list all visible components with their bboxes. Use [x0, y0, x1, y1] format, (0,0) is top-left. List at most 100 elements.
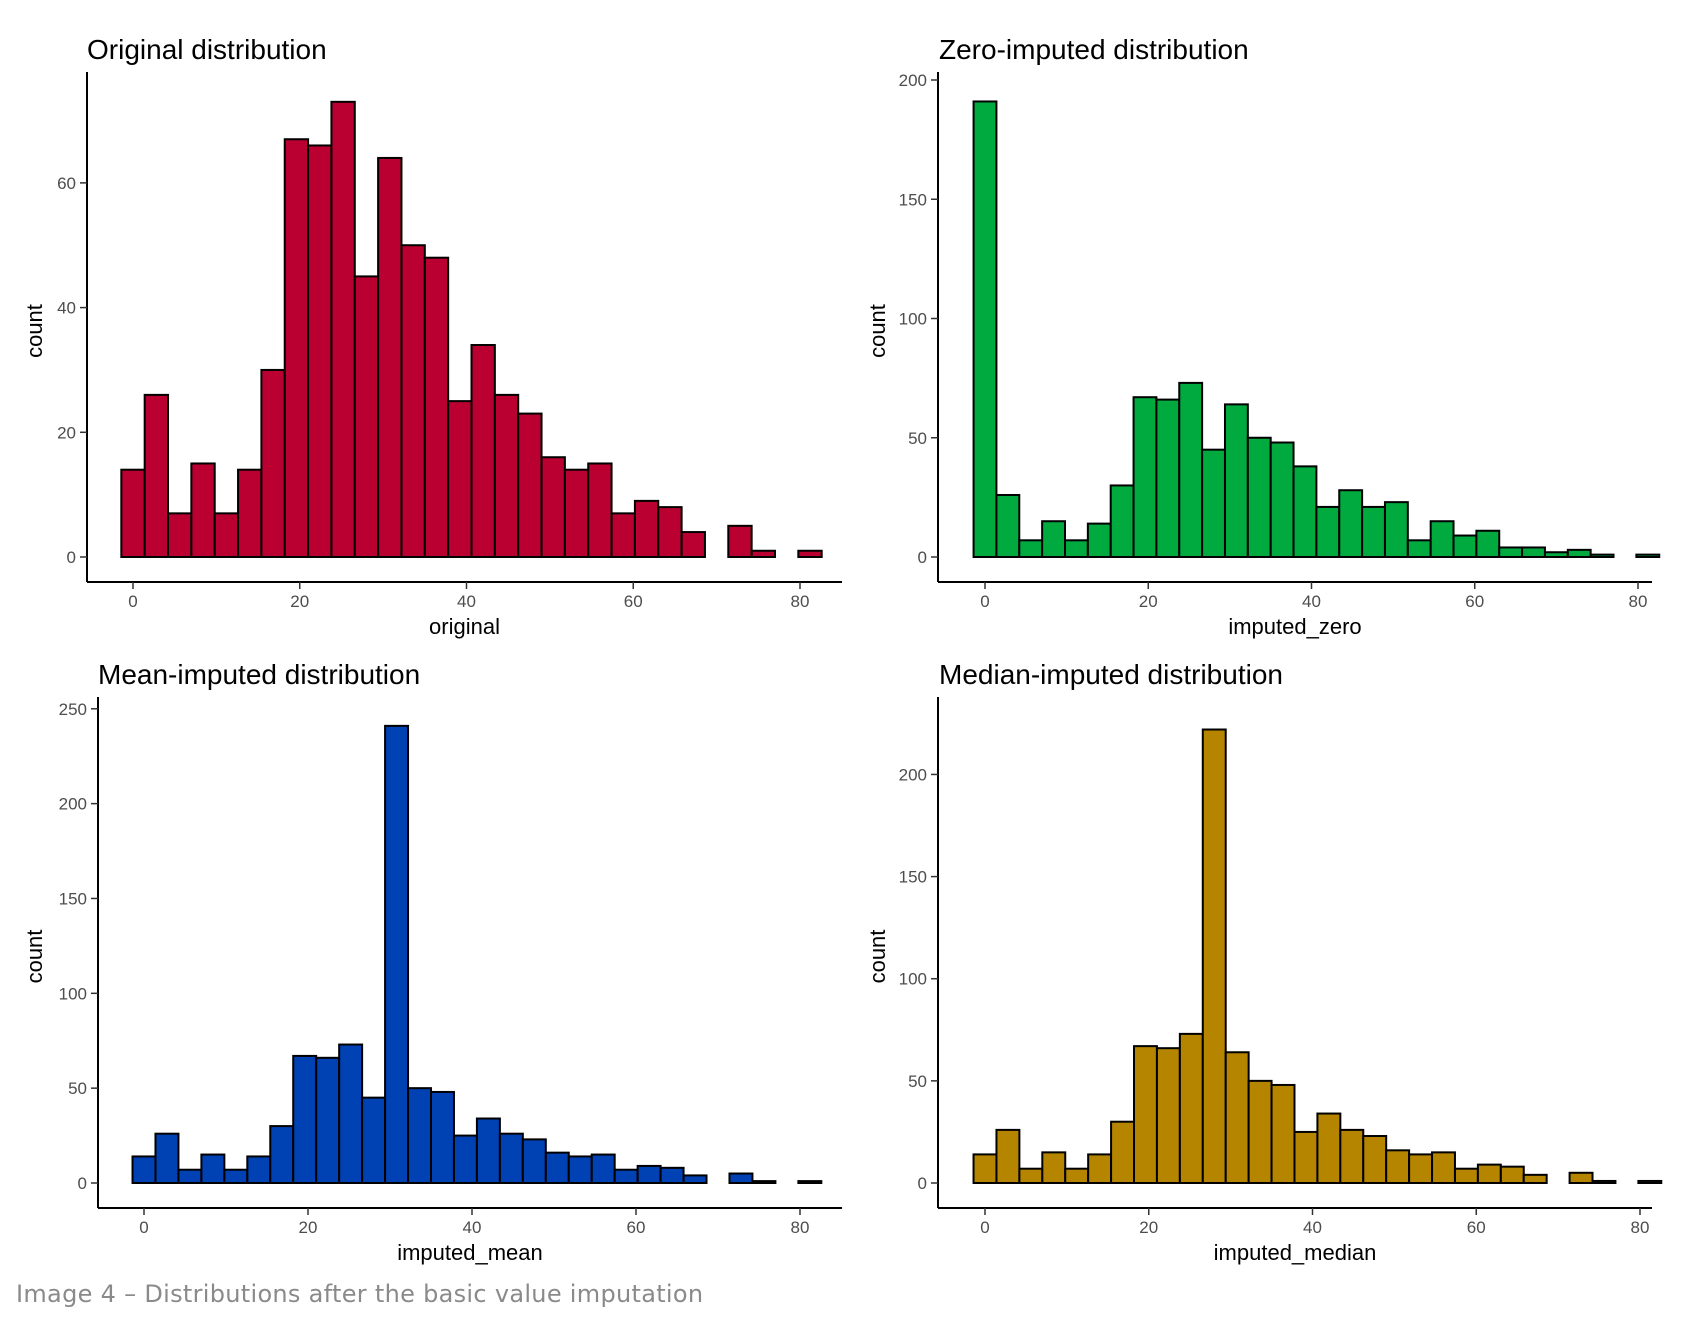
- histogram-bar-3-24: [1522, 1173, 1548, 1185]
- histogram-bar-1-7: [1132, 396, 1158, 558]
- histogram-bar-1-5: [1086, 522, 1112, 558]
- histogram-bar-0-19: [563, 468, 590, 558]
- y-tick-label-1-3: 150: [899, 190, 927, 209]
- y-tick-label-3-1: 50: [908, 1072, 927, 1091]
- x-tick-label-1-4: 80: [1629, 592, 1648, 611]
- y-tick-label-2-5: 250: [59, 700, 87, 719]
- histogram-bar-1-12: [1246, 436, 1272, 558]
- histogram-bar-0-4: [213, 512, 240, 559]
- histogram-bar-2-18: [544, 1151, 570, 1184]
- histogram-bar-0-24: [680, 531, 706, 559]
- histogram-bar-2-1: [154, 1132, 180, 1184]
- histogram-bar-1-29: [1635, 553, 1661, 558]
- histogram-bar-0-1: [143, 393, 170, 558]
- histogram-bar-3-9: [1178, 1032, 1204, 1185]
- histogram-bar-3-8: [1155, 1047, 1181, 1184]
- histogram-bar-3-19: [1408, 1153, 1434, 1185]
- x-axis-label-2: imputed_mean: [397, 1240, 543, 1265]
- histogram-bar-0-18: [540, 456, 566, 558]
- histogram-bar-0-5: [237, 468, 263, 558]
- histogram-bar-2-11: [384, 724, 410, 1184]
- histogram-bar-0-21: [610, 512, 636, 559]
- y-tick-label-0-2: 40: [57, 299, 76, 318]
- x-tick-label-0-4: 80: [791, 592, 810, 611]
- histogram-bar-1-8: [1155, 398, 1181, 558]
- x-tick-label-0-1: 20: [290, 592, 309, 611]
- y-tick-label-2-0: 0: [78, 1174, 87, 1193]
- histogram-bar-0-14: [447, 400, 473, 558]
- histogram-bar-1-9: [1178, 381, 1204, 558]
- histogram-bar-2-7: [292, 1054, 318, 1185]
- histogram-bar-1-15: [1315, 505, 1341, 559]
- histogram-bar-0-11: [377, 156, 403, 559]
- x-tick-label-2-2: 40: [463, 1218, 482, 1237]
- histogram-bar-2-9: [338, 1043, 364, 1184]
- histogram-bar-1-6: [1109, 484, 1135, 559]
- chart-title-0: Original distribution: [87, 34, 327, 65]
- y-tick-label-2-1: 50: [68, 1079, 87, 1098]
- histogram-bar-1-19: [1406, 539, 1432, 558]
- histogram-bar-1-18: [1383, 501, 1409, 558]
- x-tick-label-1-0: 0: [980, 592, 989, 611]
- histogram-bar-3-29: [1637, 1179, 1663, 1185]
- histogram-bar-1-2: [1018, 539, 1044, 558]
- histogram-bar-0-12: [400, 244, 426, 558]
- x-tick-label-0-0: 0: [128, 592, 137, 611]
- y-tick-label-3-4: 200: [899, 765, 927, 784]
- x-axis-label-1: imputed_zero: [1228, 614, 1361, 639]
- histogram-bar-0-27: [750, 549, 776, 559]
- histogram-bar-0-20: [587, 462, 613, 558]
- histogram-bar-3-10: [1201, 728, 1227, 1184]
- histogram-bar-2-26: [728, 1172, 754, 1184]
- y-tick-label-1-1: 50: [908, 429, 927, 448]
- histogram-bar-3-17: [1362, 1135, 1388, 1184]
- y-axis-label-3: count: [865, 930, 890, 984]
- y-tick-label-2-2: 100: [59, 984, 87, 1003]
- histogram-bar-3-23: [1499, 1165, 1525, 1184]
- histogram-bar-2-24: [682, 1174, 708, 1185]
- histogram-bar-0-13: [423, 256, 450, 558]
- histogram-bar-1-11: [1223, 403, 1249, 558]
- histogram-bar-3-1: [995, 1128, 1021, 1185]
- histogram-bar-2-23: [659, 1166, 685, 1185]
- histogram-bar-1-1: [995, 493, 1021, 558]
- histogram-bar-3-15: [1316, 1112, 1342, 1184]
- histogram-bar-0-6: [260, 368, 286, 558]
- histogram-bar-3-12: [1247, 1079, 1273, 1185]
- histogram-bar-2-10: [361, 1096, 387, 1184]
- histogram-bar-1-25: [1543, 551, 1569, 558]
- y-tick-label-3-0: 0: [918, 1174, 927, 1193]
- histogram-bar-3-22: [1476, 1163, 1502, 1184]
- x-tick-label-3-2: 40: [1303, 1218, 1322, 1237]
- histogram-bar-0-7: [283, 138, 310, 558]
- histogram-bar-2-5: [246, 1155, 272, 1185]
- histogram-bar-2-3: [200, 1153, 226, 1184]
- histogram-bar-1-27: [1589, 553, 1615, 558]
- histogram-bar-0-22: [633, 499, 660, 558]
- histogram-bar-1-17: [1361, 505, 1386, 559]
- histogram-bar-3-27: [1591, 1179, 1617, 1185]
- x-tick-label-2-4: 80: [791, 1218, 810, 1237]
- figure-caption: Image 4 – Distributions after the basic …: [16, 1280, 704, 1308]
- histogram-bar-0-0: [120, 468, 146, 558]
- histogram-bar-3-7: [1133, 1045, 1158, 1184]
- y-tick-label-2-3: 150: [59, 889, 87, 908]
- y-tick-label-1-4: 200: [899, 71, 927, 90]
- y-tick-label-0-0: 0: [67, 548, 76, 567]
- histogram-bar-3-20: [1431, 1151, 1456, 1185]
- x-tick-label-3-1: 20: [1139, 1218, 1158, 1237]
- histogram-bar-3-21: [1453, 1167, 1479, 1184]
- histogram-bar-3-5: [1087, 1153, 1113, 1185]
- chart-title-2: Mean-imputed distribution: [98, 659, 420, 690]
- histogram-bar-1-16: [1338, 489, 1364, 558]
- histogram-bar-2-17: [521, 1138, 547, 1185]
- histogram-bar-3-0: [972, 1153, 998, 1185]
- y-axis-label-1: count: [865, 304, 890, 358]
- y-tick-label-0-3: 60: [57, 174, 76, 193]
- x-tick-label-2-1: 20: [299, 1218, 318, 1237]
- histogram-bar-3-26: [1568, 1171, 1594, 1185]
- histogram-bar-3-13: [1270, 1083, 1296, 1185]
- y-axis-label-2: count: [22, 930, 47, 984]
- y-tick-label-0-1: 20: [57, 423, 76, 442]
- histogram-bar-2-19: [567, 1155, 593, 1185]
